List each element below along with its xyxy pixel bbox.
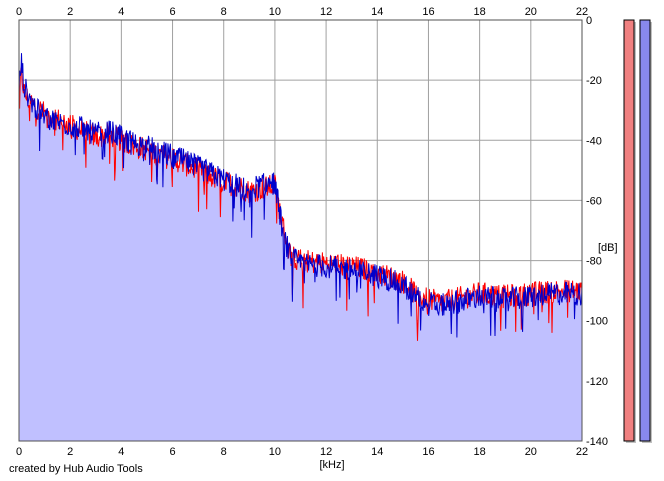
x-tick-label-bottom: 16 — [422, 446, 434, 458]
x-tick-label-bottom: 20 — [525, 446, 537, 458]
y-tick-label: -80 — [586, 256, 602, 268]
y-tick-label: -100 — [586, 316, 608, 328]
x-tick-label-top: 16 — [422, 6, 434, 18]
x-tick-label-top: 22 — [576, 6, 588, 18]
plot-border — [18, 19, 583, 442]
y-tick-label: -40 — [586, 135, 602, 147]
series-line-left — [18, 66, 583, 341]
x-tick-label-top: 2 — [67, 6, 73, 18]
x-tick-label-bottom: 10 — [269, 446, 281, 458]
x-tick-label-bottom: 8 — [221, 446, 227, 458]
series-layer — [18, 53, 583, 441]
x-tick-label-top: 0 — [16, 6, 22, 18]
plot-frame — [18, 19, 583, 442]
x-tick-label-bottom: 18 — [474, 446, 486, 458]
x-tick-label-top: 4 — [118, 6, 124, 18]
level-meter-left — [623, 19, 635, 442]
x-tick-label-bottom: 14 — [371, 446, 383, 458]
x-tick-label-bottom: 6 — [169, 446, 175, 458]
level-meters — [623, 19, 652, 443]
credit-text: created by Hub Audio Tools — [9, 463, 143, 475]
y-tick-label: -120 — [586, 376, 608, 388]
x-tick-label-bottom: 2 — [67, 446, 73, 458]
x-tick-label-top: 18 — [474, 6, 486, 18]
y-axis-label: [dB] — [598, 242, 618, 254]
x-tick-label-top: 6 — [169, 6, 175, 18]
x-tick-label-top: 20 — [525, 6, 537, 18]
y-tick-label: -20 — [586, 75, 602, 87]
x-tick-label-bottom: 0 — [16, 446, 22, 458]
x-tick-label-top: 8 — [221, 6, 227, 18]
x-tick-label-bottom: 12 — [320, 446, 332, 458]
y-tick-labels: 0 -20 -40 -60 -80 -100 -120 -140 — [586, 15, 608, 448]
level-meter-right — [639, 19, 651, 442]
y-tick-label: 0 — [586, 15, 592, 27]
x-tick-label-top: 10 — [269, 6, 281, 18]
series-line-right — [18, 53, 583, 338]
x-tick-label-top: 12 — [320, 6, 332, 18]
x-tick-label-top: 14 — [371, 6, 383, 18]
x-tick-label-bottom: 4 — [118, 446, 124, 458]
y-tick-label: -140 — [586, 436, 608, 448]
x-tick-label-bottom: 22 — [576, 446, 588, 458]
x-axis-label: [kHz] — [319, 459, 344, 471]
y-tick-label: -60 — [586, 195, 602, 207]
